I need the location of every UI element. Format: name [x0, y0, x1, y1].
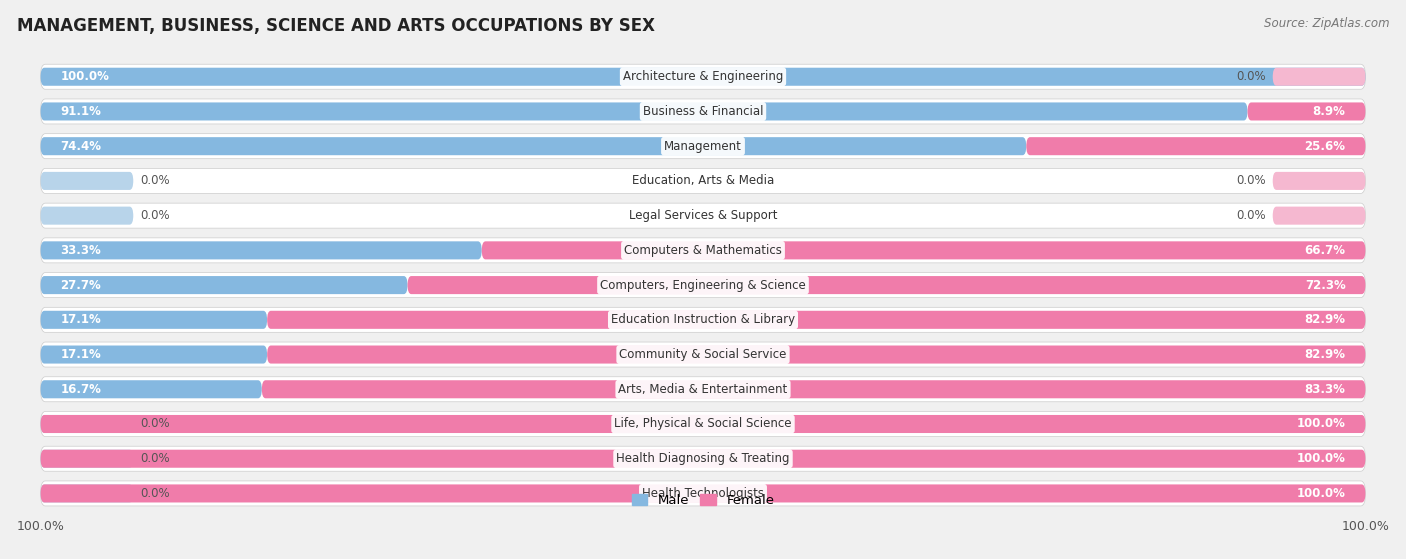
Text: 0.0%: 0.0%: [1236, 174, 1265, 187]
Text: 83.3%: 83.3%: [1305, 383, 1346, 396]
Text: 0.0%: 0.0%: [141, 452, 170, 465]
FancyBboxPatch shape: [41, 485, 1365, 503]
Text: 0.0%: 0.0%: [1236, 209, 1265, 222]
Text: 33.3%: 33.3%: [60, 244, 101, 257]
Legend: Male, Female: Male, Female: [626, 489, 780, 512]
Text: 72.3%: 72.3%: [1305, 278, 1346, 292]
Text: Computers, Engineering & Science: Computers, Engineering & Science: [600, 278, 806, 292]
Text: 91.1%: 91.1%: [60, 105, 101, 118]
FancyBboxPatch shape: [41, 449, 1365, 468]
FancyBboxPatch shape: [41, 377, 1365, 402]
FancyBboxPatch shape: [41, 137, 1026, 155]
FancyBboxPatch shape: [41, 449, 134, 468]
Text: 27.7%: 27.7%: [60, 278, 101, 292]
FancyBboxPatch shape: [1247, 102, 1365, 121]
FancyBboxPatch shape: [41, 168, 1365, 193]
FancyBboxPatch shape: [41, 203, 1365, 228]
FancyBboxPatch shape: [41, 345, 267, 363]
Text: 100.0%: 100.0%: [1296, 487, 1346, 500]
Text: 74.4%: 74.4%: [60, 140, 101, 153]
FancyBboxPatch shape: [262, 380, 1365, 399]
FancyBboxPatch shape: [41, 172, 134, 190]
Text: Life, Physical & Social Science: Life, Physical & Social Science: [614, 418, 792, 430]
Text: Health Technologists: Health Technologists: [643, 487, 763, 500]
FancyBboxPatch shape: [41, 276, 408, 294]
FancyBboxPatch shape: [267, 345, 1365, 363]
FancyBboxPatch shape: [41, 415, 1365, 433]
Text: 0.0%: 0.0%: [1236, 70, 1265, 83]
Text: 0.0%: 0.0%: [141, 418, 170, 430]
Text: 100.0%: 100.0%: [1296, 418, 1346, 430]
Text: Source: ZipAtlas.com: Source: ZipAtlas.com: [1264, 17, 1389, 30]
Text: 17.1%: 17.1%: [60, 348, 101, 361]
FancyBboxPatch shape: [41, 446, 1365, 471]
Text: 82.9%: 82.9%: [1305, 348, 1346, 361]
Text: 8.9%: 8.9%: [1313, 105, 1346, 118]
FancyBboxPatch shape: [41, 411, 1365, 437]
Text: Community & Social Service: Community & Social Service: [619, 348, 787, 361]
FancyBboxPatch shape: [41, 485, 134, 503]
FancyBboxPatch shape: [1272, 68, 1365, 86]
Text: 0.0%: 0.0%: [141, 209, 170, 222]
FancyBboxPatch shape: [41, 342, 1365, 367]
FancyBboxPatch shape: [41, 207, 134, 225]
FancyBboxPatch shape: [408, 276, 1365, 294]
Text: 0.0%: 0.0%: [141, 174, 170, 187]
Text: 66.7%: 66.7%: [1305, 244, 1346, 257]
Text: Legal Services & Support: Legal Services & Support: [628, 209, 778, 222]
Text: 82.9%: 82.9%: [1305, 313, 1346, 326]
FancyBboxPatch shape: [41, 134, 1365, 159]
Text: Management: Management: [664, 140, 742, 153]
Text: Education, Arts & Media: Education, Arts & Media: [631, 174, 775, 187]
FancyBboxPatch shape: [482, 241, 1365, 259]
FancyBboxPatch shape: [1272, 207, 1365, 225]
FancyBboxPatch shape: [41, 102, 1247, 121]
Text: 0.0%: 0.0%: [141, 487, 170, 500]
FancyBboxPatch shape: [41, 241, 482, 259]
FancyBboxPatch shape: [41, 415, 134, 433]
FancyBboxPatch shape: [1272, 172, 1365, 190]
Text: Architecture & Engineering: Architecture & Engineering: [623, 70, 783, 83]
Text: Health Diagnosing & Treating: Health Diagnosing & Treating: [616, 452, 790, 465]
FancyBboxPatch shape: [41, 238, 1365, 263]
FancyBboxPatch shape: [41, 481, 1365, 506]
FancyBboxPatch shape: [41, 380, 262, 399]
FancyBboxPatch shape: [41, 311, 267, 329]
FancyBboxPatch shape: [1026, 137, 1365, 155]
Text: 25.6%: 25.6%: [1305, 140, 1346, 153]
Text: MANAGEMENT, BUSINESS, SCIENCE AND ARTS OCCUPATIONS BY SEX: MANAGEMENT, BUSINESS, SCIENCE AND ARTS O…: [17, 17, 655, 35]
Text: 16.7%: 16.7%: [60, 383, 101, 396]
Text: 100.0%: 100.0%: [1296, 452, 1346, 465]
FancyBboxPatch shape: [41, 273, 1365, 297]
FancyBboxPatch shape: [41, 307, 1365, 332]
Text: Arts, Media & Entertainment: Arts, Media & Entertainment: [619, 383, 787, 396]
Text: Education Instruction & Library: Education Instruction & Library: [612, 313, 794, 326]
Text: 100.0%: 100.0%: [60, 70, 110, 83]
FancyBboxPatch shape: [41, 64, 1365, 89]
FancyBboxPatch shape: [41, 99, 1365, 124]
FancyBboxPatch shape: [41, 68, 1365, 86]
FancyBboxPatch shape: [267, 311, 1365, 329]
Text: 17.1%: 17.1%: [60, 313, 101, 326]
Text: Business & Financial: Business & Financial: [643, 105, 763, 118]
Text: Computers & Mathematics: Computers & Mathematics: [624, 244, 782, 257]
